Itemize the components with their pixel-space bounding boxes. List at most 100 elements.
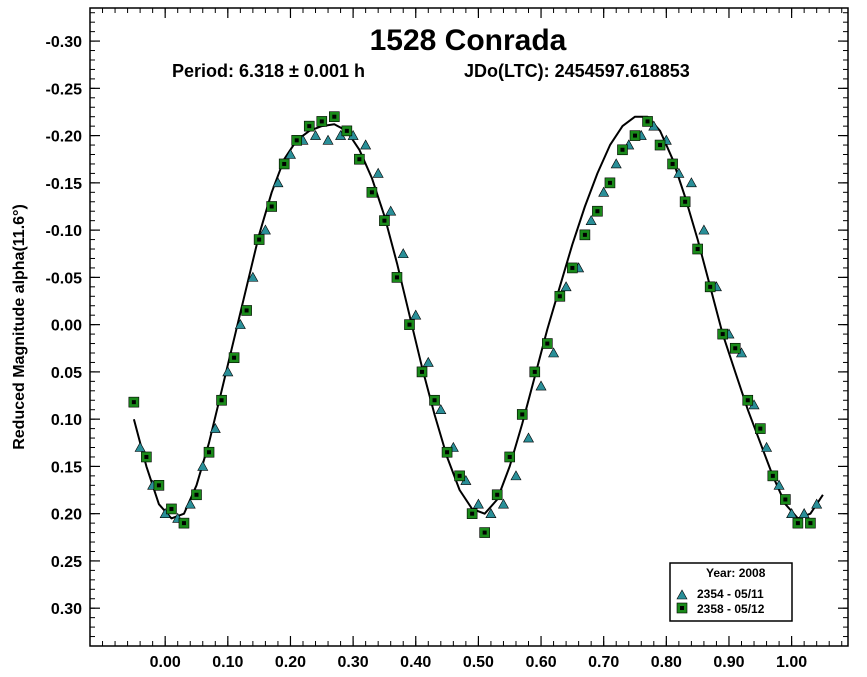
triangle-point [598,186,610,197]
square-point-center [658,143,663,148]
square-point-center [144,454,149,459]
x-tick-label: 1.00 [776,654,807,671]
triangle-point [548,347,560,358]
square-point-center [244,308,249,313]
square-point-center [357,157,362,162]
triangle-point [798,508,810,518]
y-tick-label: 0.10 [51,412,82,429]
square-point-center [156,483,161,488]
y-tick-label: -0.25 [46,81,83,98]
triangle-point [385,205,397,216]
square-point-center [169,506,174,511]
square-point-center [344,128,349,133]
y-tick-label: 0.30 [51,601,82,618]
triangle-point [560,281,572,292]
triangle-point [685,177,697,188]
x-tick-label: 0.20 [275,654,306,671]
chart-title: 1528 Conrada [370,24,567,57]
square-point-center [294,138,299,143]
y-tick-label: 0.05 [51,365,82,382]
square-point-center [795,521,800,526]
triangle-point [234,319,246,329]
epoch-label: JDo(LTC): 2454597.618853 [464,61,690,81]
square-point-center [633,133,638,138]
y-tick-label: -0.10 [46,223,83,240]
x-tick-label: 0.90 [713,654,744,671]
square-point-center [332,114,337,119]
square-point-center [607,180,612,185]
y-tick-label: -0.15 [46,176,83,193]
triangle-point [397,248,409,259]
y-axis: -0.30 -0.25 -0.20 -0.15 -0.10 -0.05 0.00 0.05 0.… [46,12,848,638]
square-point-center [482,530,487,535]
square-point-center [207,450,212,455]
x-axis: 0.00 0.10 0.20 0.30 0.40 0.50 0.60 0.70 0.80 0.90… [102,8,843,671]
square-point-center [445,450,450,455]
square-point-center [495,492,500,497]
square-point-center [557,294,562,299]
square-point-center [457,473,462,478]
square-point-center [620,147,625,152]
triangle-point [284,148,296,159]
square-point-center [695,247,700,252]
triangle-point [209,422,221,433]
y-tick-label: -0.30 [46,34,83,51]
square-point-center [520,412,525,417]
square-point-center [645,119,650,124]
square-point-center [407,322,412,327]
triangle-point [497,498,509,509]
legend-entry-2: 2358 - 05/12 [697,602,765,616]
legend-triangle-marker [676,589,688,600]
x-tick-label: 0.80 [651,654,682,671]
triangle-point [422,356,434,367]
square-point-center [319,119,324,124]
y-tick-label: -0.05 [46,270,83,287]
triangle-point [222,366,234,377]
triangle-point [435,404,447,415]
triangle-point [134,441,146,452]
triangle-point [773,479,785,490]
x-tick-label: 0.40 [400,654,431,671]
square-point-center [382,218,387,223]
x-tick-label: 0.10 [212,654,243,671]
legend-title: Year: 2008 [706,566,766,580]
square-point-center [720,332,725,337]
period-label: Period: 6.318 ± 0.001 h [172,61,365,81]
triangle-point [673,167,685,178]
legend: Year: 2008 2354 - 05/11 2358 - 05/12 [669,562,793,622]
triangle-point [247,271,259,282]
y-tick-label: 0.20 [51,507,82,524]
plot-frame [89,7,849,647]
triangle-point [485,508,497,518]
fit-curve-layer [132,115,824,520]
legend-entry-1: 2354 - 05/11 [697,587,764,601]
square-point-center [432,398,437,403]
square-point-center [545,341,550,346]
square-point-center [770,473,775,478]
square-point-center [595,209,600,214]
square-point-center [758,426,763,431]
square-point-center [394,275,399,280]
y-tick-label: 0.25 [51,554,82,571]
y-tick-label: 0.00 [51,318,82,335]
legend-box [669,562,793,622]
triangle-point [535,380,547,391]
square-point-center [783,497,788,502]
square-point-center [269,204,274,209]
square-point-center [307,124,312,129]
data-points-layer [128,111,823,538]
square-point-center [570,265,575,270]
y-tick-label: -0.20 [46,129,83,146]
square-point-center [808,521,813,526]
square-point-center [194,492,199,497]
triangle-point [310,129,322,140]
square-point-center [369,190,374,195]
triangle-point [322,134,334,145]
y-axis-label: Reduced Magnitude alpha(11.6°) [11,204,28,450]
x-tick-label: 0.70 [588,654,619,671]
x-tick-label: 0.30 [338,654,369,671]
square-point-center [131,400,136,405]
triangle-point [410,309,422,320]
triangle-point [472,498,484,509]
